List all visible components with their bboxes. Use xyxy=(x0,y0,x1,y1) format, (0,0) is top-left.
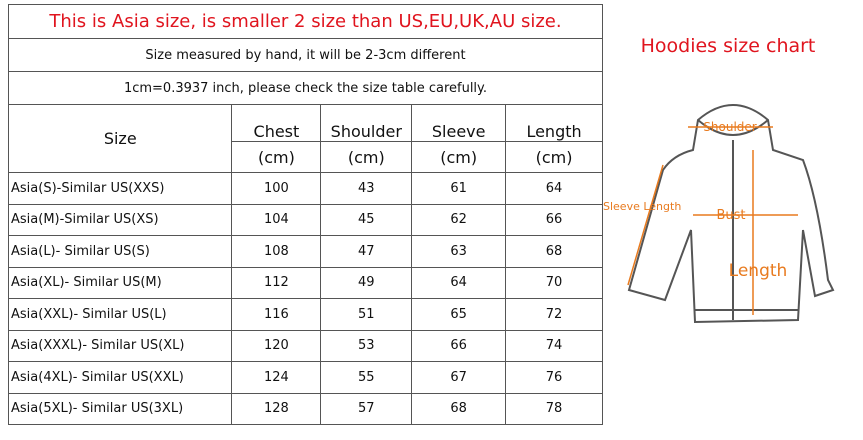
unit: (cm) xyxy=(411,141,507,173)
hoodie-drawing xyxy=(627,104,835,324)
cell: 128 xyxy=(231,392,322,425)
row: Size measured by hand, it will be 2-3cm … xyxy=(8,38,603,72)
size-cell: Asia(L)- Similar US(S) xyxy=(7,235,233,268)
cell: 62 xyxy=(411,203,507,236)
headline: This is Asia size, is smaller 2 size tha… xyxy=(8,4,603,39)
cell: 66 xyxy=(505,203,603,236)
size-header: Size xyxy=(7,104,233,173)
data-row: Asia(XL)- Similar US(M) 112 49 64 70 xyxy=(7,266,603,299)
size-cell: Asia(M)-Similar US(XS) xyxy=(7,203,233,236)
cell: 124 xyxy=(231,361,322,394)
cell: 108 xyxy=(231,235,322,268)
cell: 68 xyxy=(505,235,603,268)
cell: 104 xyxy=(231,203,322,236)
cell: 76 xyxy=(505,361,603,394)
size-cell: Asia(5XL)- Similar US(3XL) xyxy=(7,392,233,425)
column-header: Chest xyxy=(231,104,322,142)
unit-row: (cm) (cm) (cm) (cm) xyxy=(9,141,603,173)
hoodie-figure: Hoodies size chart Shoulder Sleeve Lengt… xyxy=(603,35,835,324)
cell: 63 xyxy=(411,235,507,268)
cell: 53 xyxy=(320,329,413,362)
measure-lines xyxy=(627,126,798,315)
data-row: Asia(XXL)- Similar US(L) 116 51 65 72 xyxy=(7,298,603,331)
cell: 45 xyxy=(320,203,413,236)
cell: 43 xyxy=(320,172,413,205)
size-cell: Asia(XL)- Similar US(M) xyxy=(7,266,233,299)
cell: 66 xyxy=(411,329,507,362)
unit: (cm) xyxy=(320,141,413,173)
cell: 67 xyxy=(411,361,507,394)
table-body: This is Asia size, is smaller 2 size tha… xyxy=(7,4,603,425)
data-row: Asia(5XL)- Similar US(3XL) 128 57 68 78 xyxy=(7,392,603,425)
shoulder-label: Shoulder xyxy=(703,120,757,134)
note: 1cm=0.3937 inch, please check the size t… xyxy=(8,71,603,105)
note: Size measured by hand, it will be 2-3cm … xyxy=(8,38,603,72)
data-row: Asia(S)-Similar US(XXS) 100 43 61 64 xyxy=(7,172,603,205)
column-header: Length xyxy=(505,104,603,142)
cell: 120 xyxy=(231,329,322,362)
data-row: Asia(XXXL)- Similar US(XL) 120 53 66 74 xyxy=(7,329,603,362)
column-header: Sleeve xyxy=(411,104,507,142)
cell: 68 xyxy=(411,392,507,425)
cell: 100 xyxy=(231,172,322,205)
cell: 112 xyxy=(231,266,322,299)
size-cell: Asia(4XL)- Similar US(XXL) xyxy=(7,361,233,394)
cell: 72 xyxy=(505,298,603,331)
size-cell: Asia(XXXL)- Similar US(XL) xyxy=(7,329,233,362)
size-cell: Asia(XXL)- Similar US(L) xyxy=(7,298,233,331)
cell: 78 xyxy=(505,392,603,425)
column-header: Shoulder xyxy=(320,104,413,142)
length-label: Length xyxy=(729,261,788,281)
cell: 116 xyxy=(231,298,322,331)
cell: 74 xyxy=(505,329,603,362)
data-row: Asia(M)-Similar US(XS) 104 45 62 66 xyxy=(7,203,603,236)
data-row: Asia(L)- Similar US(S) 108 47 63 68 xyxy=(7,235,603,268)
cell: 51 xyxy=(320,298,413,331)
size-cell: Asia(S)-Similar US(XXS) xyxy=(7,172,233,205)
size-table: This is Asia size, is smaller 2 size tha… xyxy=(7,4,603,425)
measure-labels: Shoulder Sleeve Length Bust Length xyxy=(603,120,787,281)
cell: 70 xyxy=(505,266,603,299)
data-row: Asia(4XL)- Similar US(XXL) 124 55 67 76 xyxy=(7,361,603,394)
row: 1cm=0.3937 inch, please check the size t… xyxy=(8,71,603,105)
cell: 57 xyxy=(320,392,413,425)
unit: (cm) xyxy=(231,141,322,173)
header-row: Size Chest Shoulder Sleeve Length xyxy=(7,104,603,173)
cell: 49 xyxy=(320,266,413,299)
cell: 55 xyxy=(320,361,413,394)
cell: 64 xyxy=(505,172,603,205)
unit: (cm) xyxy=(505,141,603,173)
figure-title: Hoodies size chart xyxy=(641,35,816,57)
cell: 61 xyxy=(411,172,507,205)
cell: 64 xyxy=(411,266,507,299)
row: This is Asia size, is smaller 2 size tha… xyxy=(8,4,603,39)
cell: 65 xyxy=(411,298,507,331)
cell: 47 xyxy=(320,235,413,268)
sleeve-label: Sleeve Length xyxy=(603,200,681,213)
bust-label: Bust xyxy=(716,208,745,223)
